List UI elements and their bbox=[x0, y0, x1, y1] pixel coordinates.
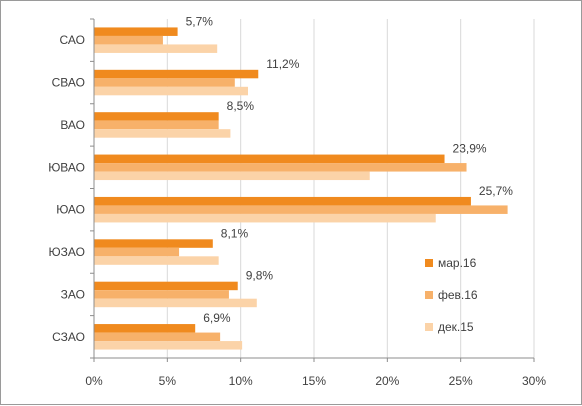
bar bbox=[94, 298, 257, 308]
bar bbox=[94, 341, 243, 350]
bar bbox=[94, 247, 180, 257]
axes: 0% 5% 10% 15% 20% 25% 30% САО СВАО ВАО ЮВАО ЮАО ЮЗАО… bbox=[48, 18, 546, 388]
bar bbox=[94, 290, 229, 299]
data-labels: 5,7% 11,2% 8,5% 23,9% 25,7% 8,1% 9,8% 6,9% bbox=[186, 14, 514, 325]
x-tick-label: 10% bbox=[229, 374, 253, 388]
x-tick-label: 15% bbox=[302, 374, 326, 388]
data-label: 8,1% bbox=[221, 226, 249, 240]
legend: мар.16 фев.16 дек.15 bbox=[425, 256, 478, 334]
bar bbox=[94, 129, 231, 138]
bar bbox=[94, 324, 196, 333]
data-label: 9,8% bbox=[246, 269, 274, 283]
x-tick-label: 5% bbox=[159, 374, 177, 388]
x-tick-label: 30% bbox=[522, 374, 546, 388]
bar bbox=[94, 44, 218, 53]
bar bbox=[94, 35, 163, 45]
legend-swatch bbox=[425, 291, 433, 299]
data-label: 23,9% bbox=[453, 142, 487, 156]
data-label: 11,2% bbox=[266, 57, 299, 71]
bar bbox=[94, 78, 235, 87]
category-label: ЮЗАО bbox=[49, 245, 85, 259]
bar bbox=[94, 154, 445, 164]
bar bbox=[94, 332, 221, 342]
bar bbox=[94, 112, 219, 121]
data-label: 5,7% bbox=[186, 14, 214, 28]
bar bbox=[94, 171, 370, 181]
x-tick-label: 0% bbox=[85, 374, 103, 388]
legend-swatch bbox=[425, 323, 433, 331]
bar bbox=[94, 256, 219, 265]
legend-label: дек.15 bbox=[438, 320, 474, 334]
bars bbox=[94, 27, 508, 350]
category-label: ВАО bbox=[60, 118, 85, 132]
data-label: 6,9% bbox=[203, 311, 231, 325]
category-label: СВАО bbox=[52, 76, 85, 90]
bar bbox=[94, 27, 178, 36]
legend-label: фев.16 bbox=[438, 288, 478, 302]
bar bbox=[94, 205, 508, 214]
bar bbox=[94, 86, 248, 96]
legend-label: мар.16 bbox=[438, 256, 477, 270]
data-label: 8,5% bbox=[227, 99, 255, 113]
bar bbox=[94, 239, 213, 248]
legend-swatch bbox=[425, 259, 433, 267]
bar bbox=[94, 196, 471, 206]
bar bbox=[94, 281, 238, 291]
category-label: ЮАО bbox=[56, 203, 85, 217]
bar bbox=[94, 163, 467, 172]
category-label: САО bbox=[60, 33, 85, 47]
x-tick-label: 25% bbox=[449, 374, 473, 388]
data-label: 25,7% bbox=[479, 184, 513, 198]
category-label: СЗАО bbox=[52, 330, 85, 344]
bar bbox=[94, 120, 219, 130]
category-label: ЗАО bbox=[61, 287, 85, 301]
x-tick-label: 20% bbox=[375, 374, 399, 388]
bar bbox=[94, 213, 436, 223]
bar bbox=[94, 69, 259, 79]
category-label: ЮВАО bbox=[48, 160, 85, 174]
